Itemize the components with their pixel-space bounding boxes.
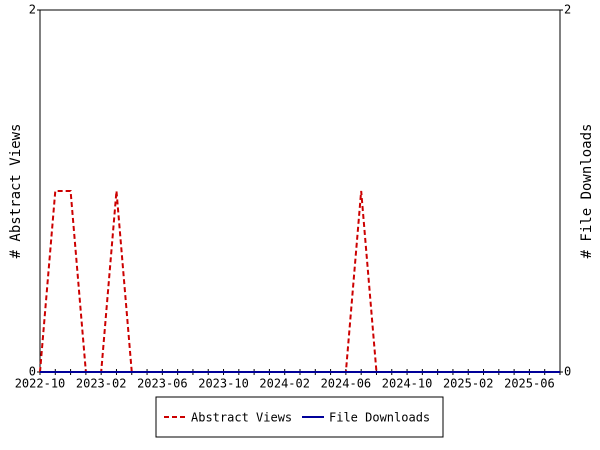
x-tick-label: 2023-02 — [76, 377, 127, 391]
x-tick-label: 2022-10 — [15, 377, 66, 391]
x-tick-label: 2023-10 — [198, 377, 249, 391]
y-tick-label: 0 — [29, 365, 36, 379]
y2-tick-label: 2 — [564, 3, 571, 17]
x-tick-label: 2024-06 — [321, 377, 372, 391]
x-tick-label: 2023-06 — [137, 377, 188, 391]
legend — [155, 396, 444, 438]
x-tick-label: 2024-10 — [382, 377, 433, 391]
y2-tick-label: 0 — [564, 365, 571, 379]
legend-label: Abstract Views — [191, 411, 292, 425]
y-axis-title: # Abstract Views — [8, 124, 24, 259]
y-tick-label: 2 — [29, 3, 36, 17]
plot-area — [39, 9, 561, 373]
series-line — [39, 190, 560, 373]
x-tick-label: 2025-06 — [504, 377, 555, 391]
x-tick-label: 2024-02 — [259, 377, 310, 391]
x-tick-label: 2025-02 — [443, 377, 494, 391]
legend-label: File Downloads — [329, 411, 430, 425]
y2-axis-title: # File Downloads — [579, 124, 595, 259]
